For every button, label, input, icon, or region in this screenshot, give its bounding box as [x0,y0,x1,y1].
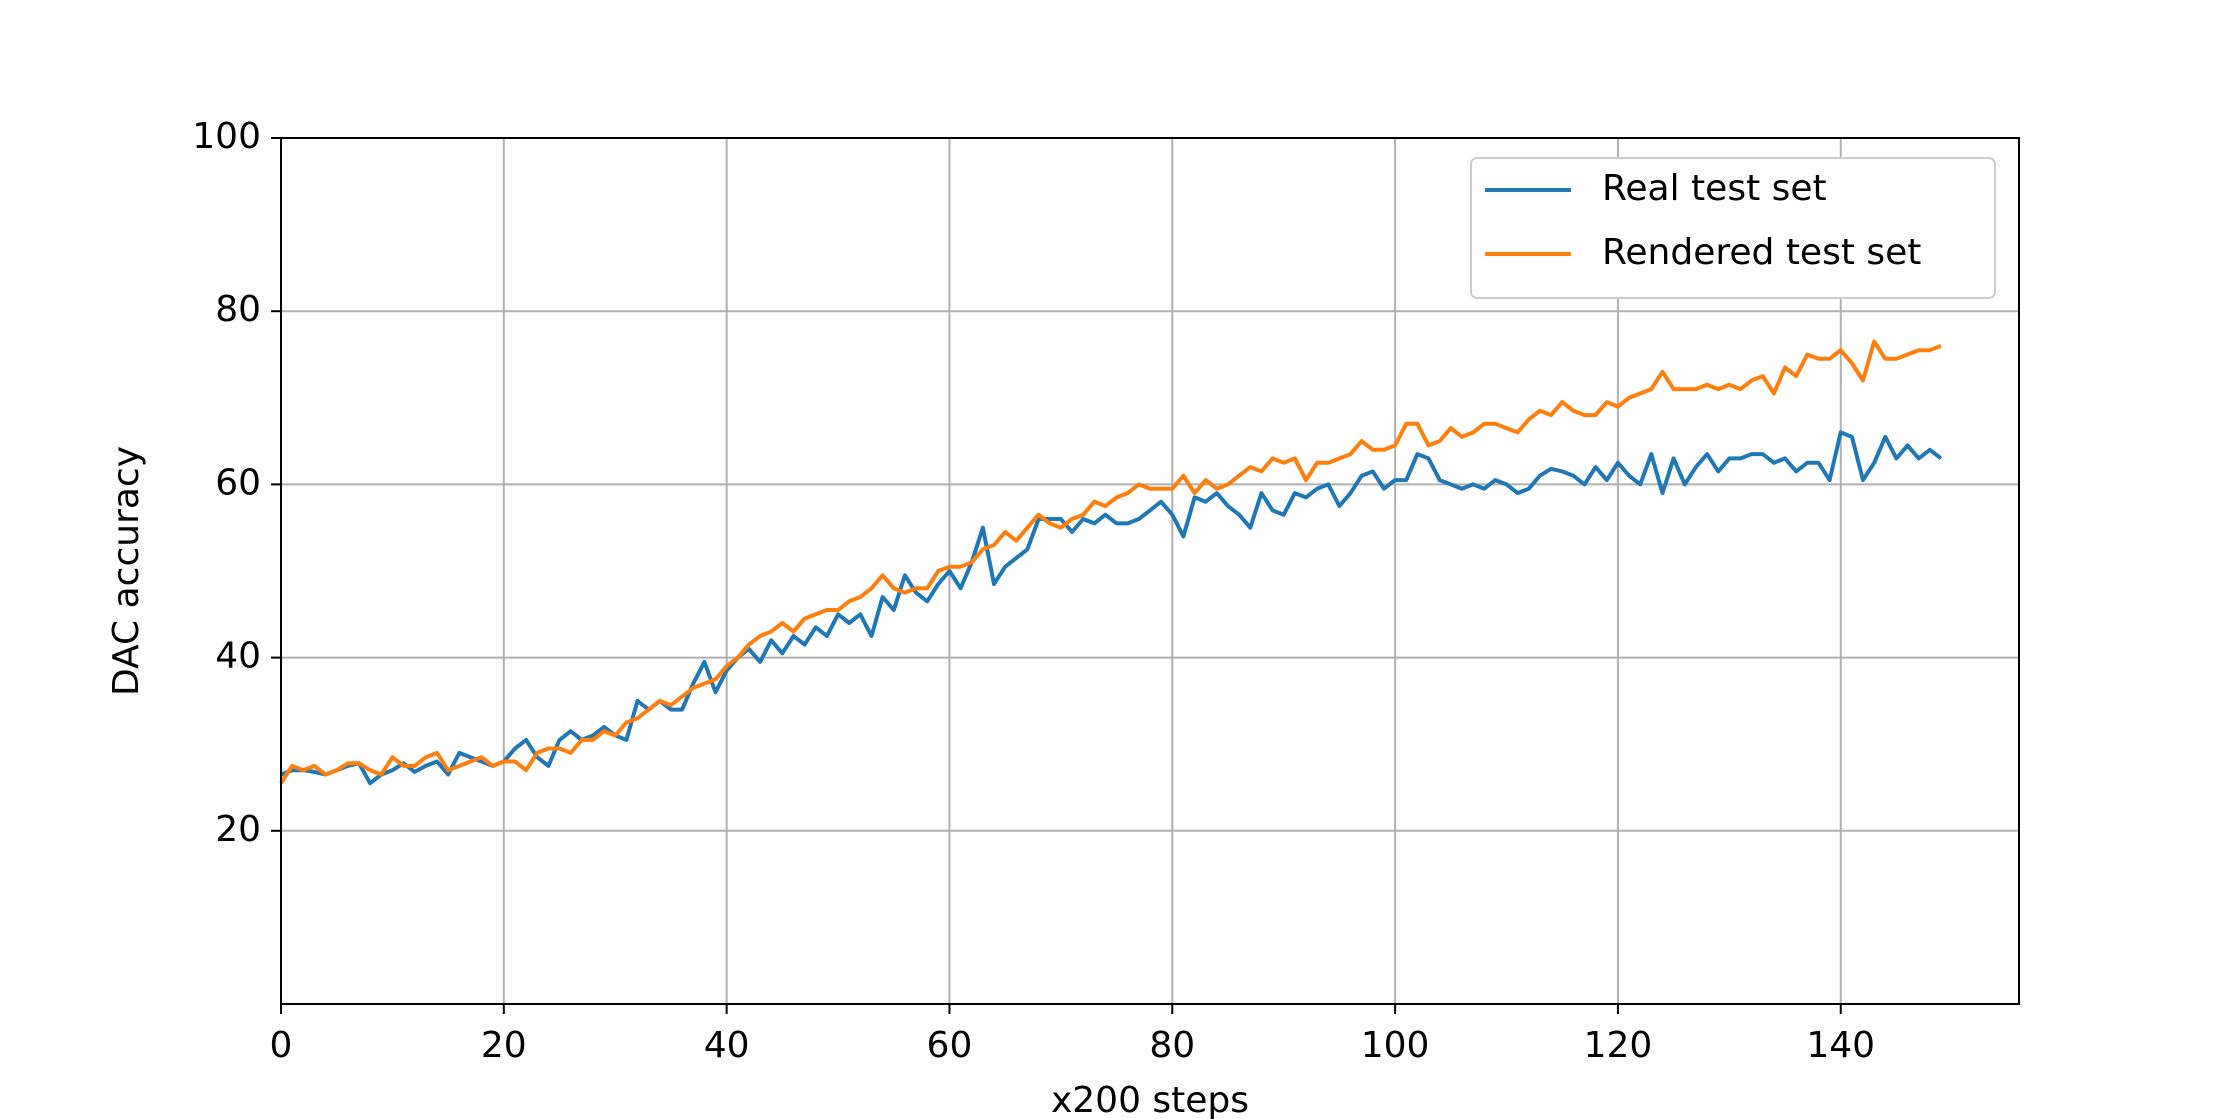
x-tick-label: 100 [1361,1025,1430,1066]
series-lines [279,339,1943,786]
y-axis-label: DAC accuracy [106,446,147,696]
legend-label-rendered-test-set: Rendered test set [1602,232,1921,273]
series-line-real-test-set [280,430,1943,786]
legend: Real test set Rendered test set [1470,157,1996,299]
x-tick-label: 20 [481,1025,527,1066]
legend-label-real-test-set: Real test set [1602,168,1827,209]
plot-area-frame [280,137,2020,1005]
x-tick-label: 60 [927,1025,973,1066]
x-axis-label: x200 steps [1051,1080,1249,1119]
x-tick-label: 120 [1584,1025,1653,1066]
x-tick-label: 80 [1149,1025,1195,1066]
y-tick-label: 60 [215,462,261,503]
series-line-rendered-test-set [279,339,1942,785]
y-tick-label: 40 [215,636,261,677]
y-tick-label: 80 [215,289,261,330]
x-tick-label: 0 [270,1025,293,1066]
x-tick-label: 40 [704,1025,750,1066]
x-tick-label: 140 [1806,1025,1875,1066]
legend-box [1470,157,1996,299]
y-tick-label: 100 [192,116,261,157]
y-tick-label: 20 [215,809,261,850]
axis-ticks: 0 20 40 60 80 100 120 140 20 40 60 80 100 [192,116,1875,1066]
